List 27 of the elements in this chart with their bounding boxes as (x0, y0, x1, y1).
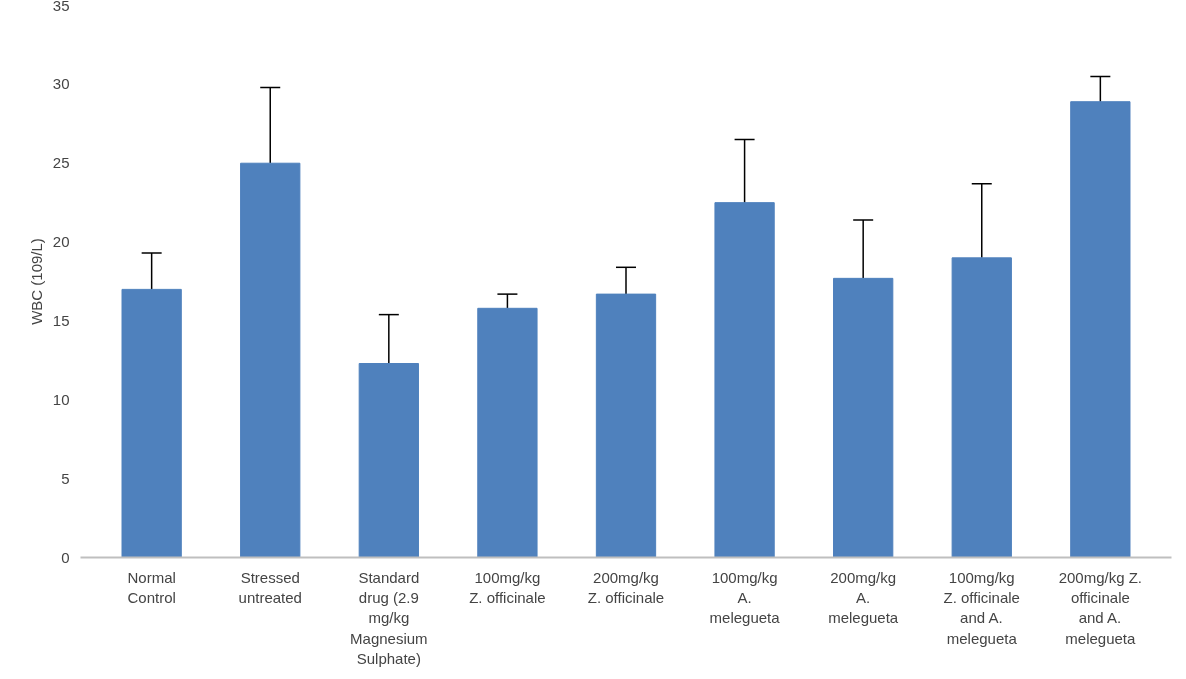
x-tick-label: 200mg/kg Z. officinale and A. melegueta (1058, 568, 1143, 647)
y-tick-label: 35 (52, 0, 70, 14)
y-tick-label: 5 (61, 469, 70, 487)
bar (1070, 101, 1131, 558)
y-tick-label: 15 (52, 311, 70, 329)
y-axis-title: WBC (109/L) (27, 238, 45, 325)
bar (240, 162, 301, 558)
bar (714, 202, 775, 558)
x-tick-label: Stressed untreated (238, 568, 302, 606)
bar (595, 293, 657, 558)
y-tick-label: 25 (52, 154, 70, 172)
x-tick-label: 200mg/kg A. melegueta (828, 568, 899, 627)
bar (833, 277, 894, 558)
y-tick-label: 10 (52, 390, 70, 408)
x-tick-label: 200mg/kg Z. officinale (587, 568, 665, 606)
y-tick-label: 20 (52, 233, 70, 251)
bar (477, 307, 538, 558)
bar (951, 257, 1012, 558)
x-tick-label: 100mg/kg A. melegueta (709, 568, 781, 627)
x-tick-label: 100mg/kg Z. officinale and A. melegueta (943, 568, 1020, 647)
x-tick-label: Standard drug (2.9 mg/kg Magnesium Sulphate) (350, 568, 428, 668)
y-tick-label: 0 (61, 548, 70, 566)
y-tick-label: 30 (52, 75, 70, 93)
bar (358, 363, 419, 558)
bar (121, 288, 182, 558)
x-tick-label: 100mg/kg Z. officinale (469, 568, 546, 606)
x-tick-label: Normal Control (127, 568, 176, 606)
